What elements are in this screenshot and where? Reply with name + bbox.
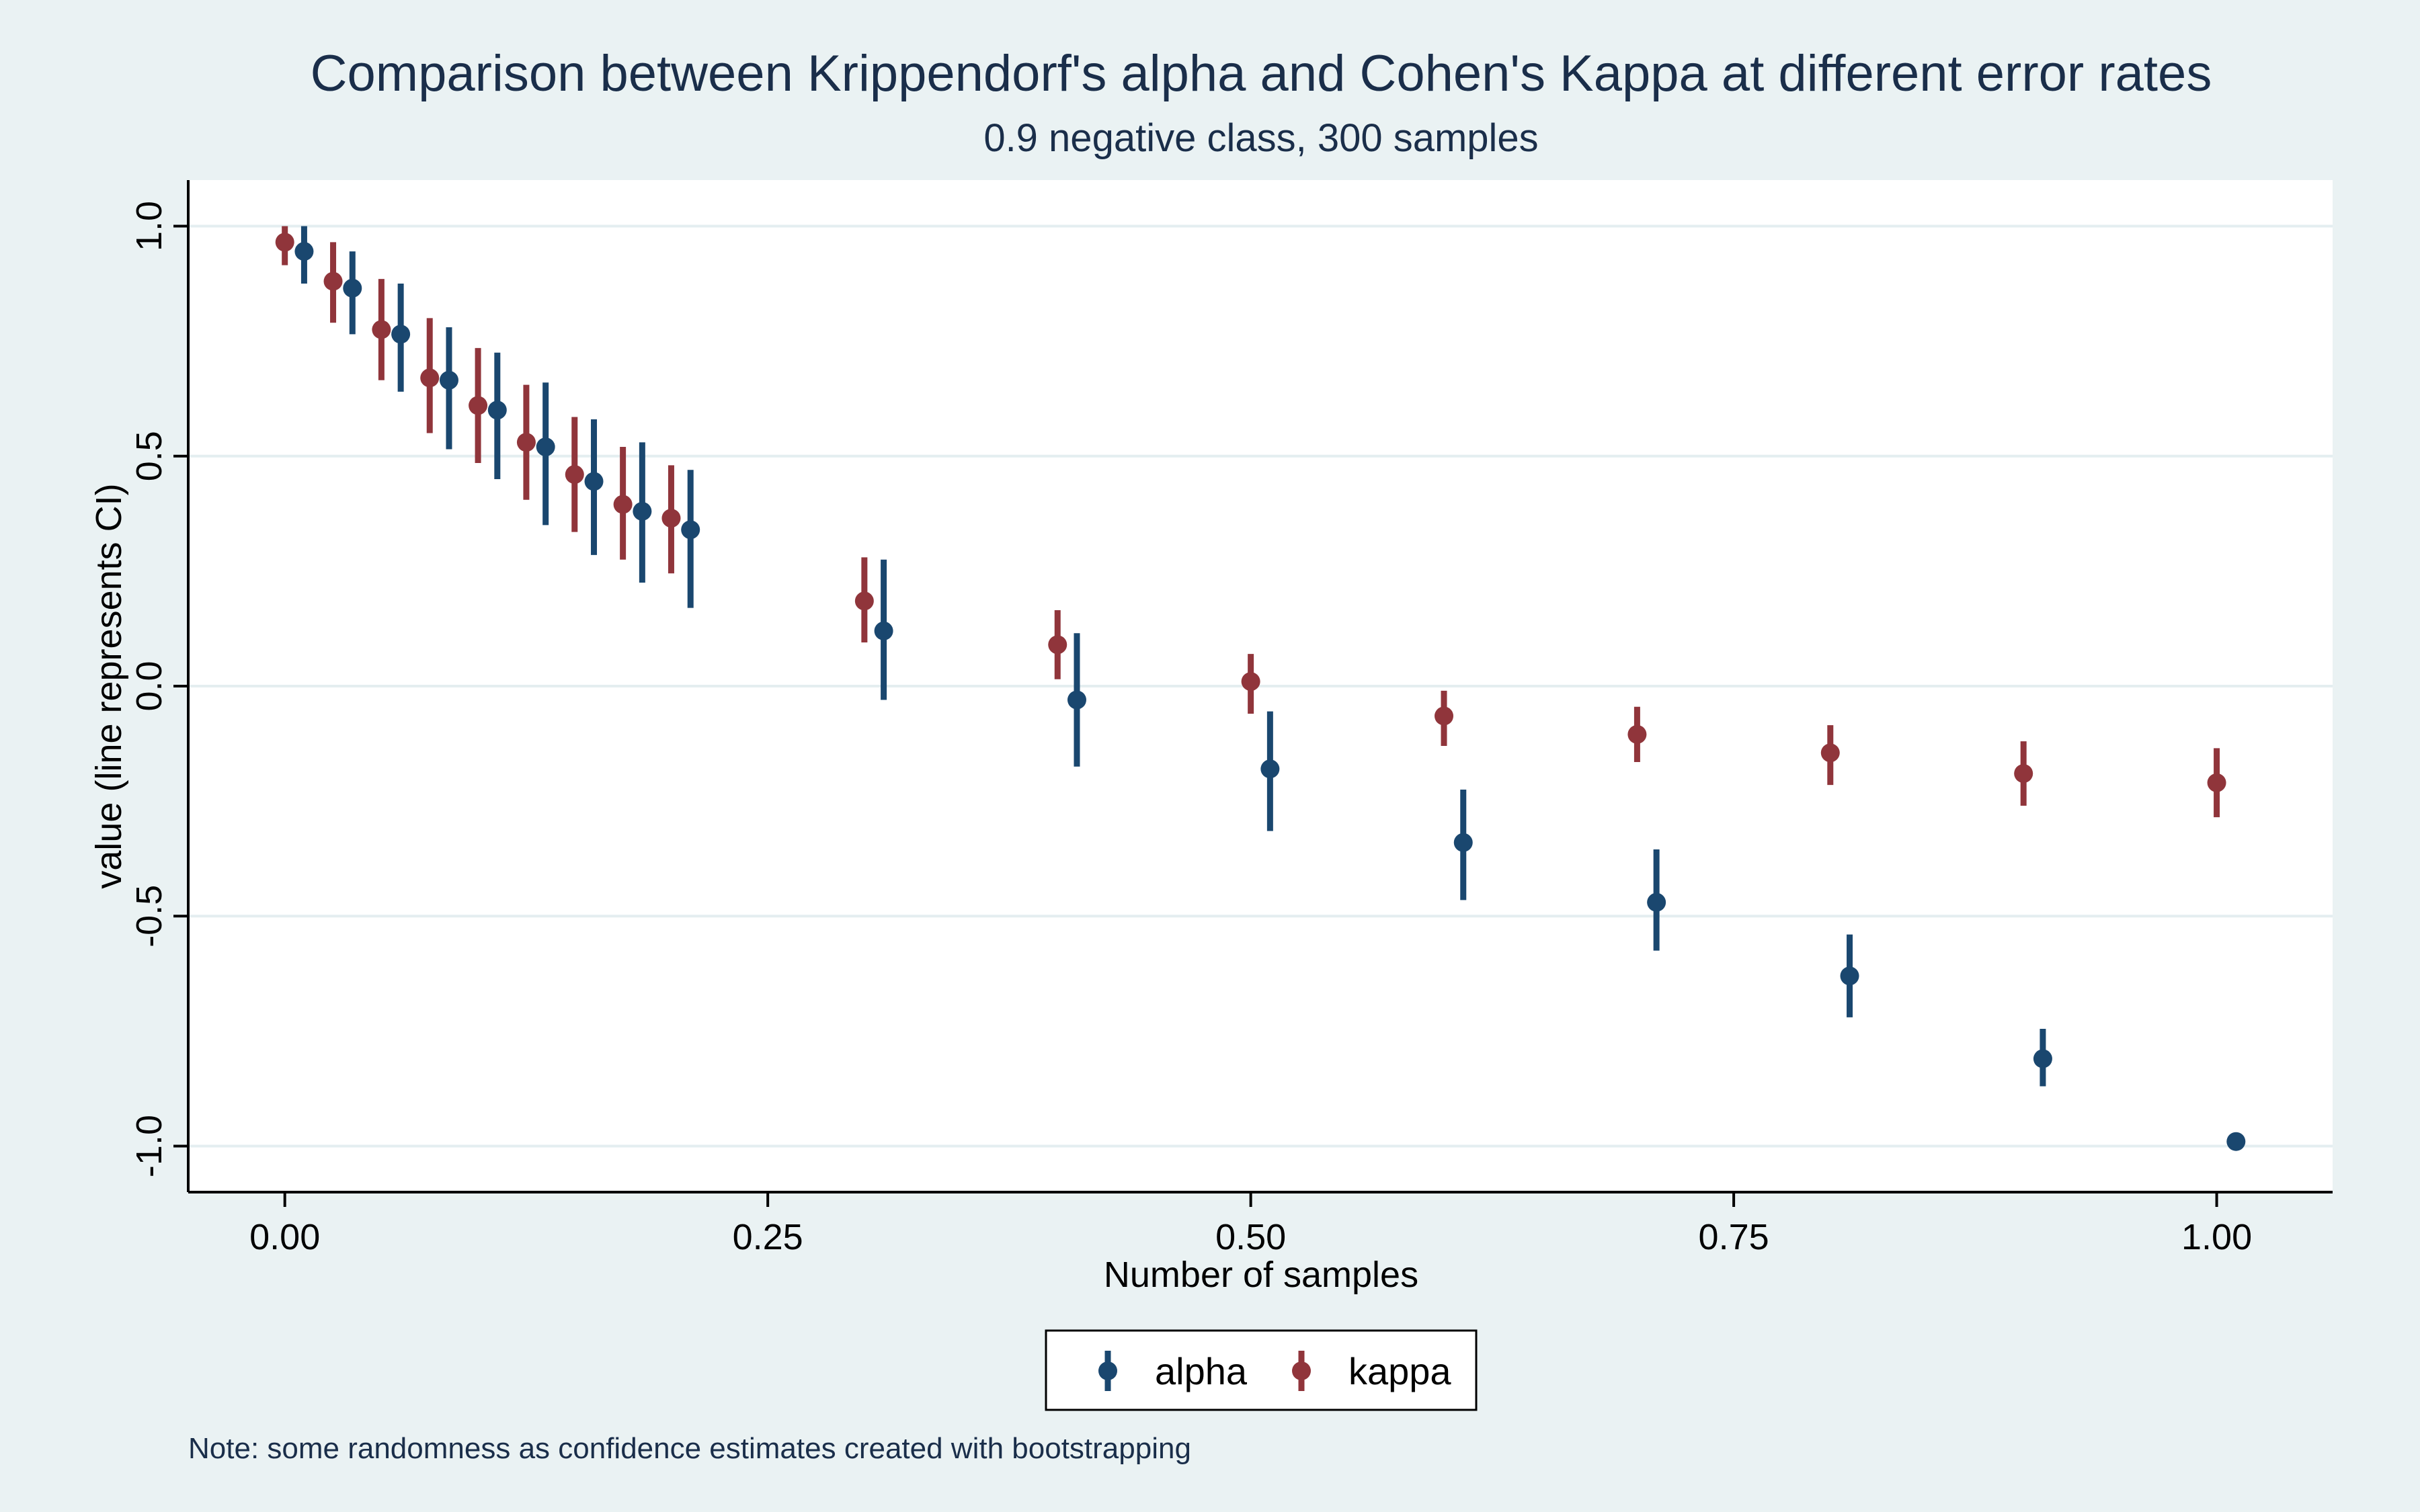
- kappa-point-14: [1820, 743, 1840, 763]
- y-tick-label: 0.5: [129, 431, 169, 481]
- legend-items: alpha kappa: [1098, 1350, 1451, 1392]
- marks-layer: [275, 226, 2246, 1151]
- x-axis-title: Number of samples: [1104, 1255, 1418, 1295]
- kappa-point-9: [854, 591, 874, 611]
- legend-kappa-label: kappa: [1348, 1350, 1451, 1392]
- legend: alpha kappa: [1045, 1329, 1478, 1411]
- legend-alpha-marker: [1098, 1361, 1117, 1380]
- legend-box: [1045, 1329, 1478, 1411]
- kappa-point-12: [1435, 706, 1454, 726]
- alpha-point-16: [2226, 1132, 2246, 1151]
- y-tick-label: -1.0: [129, 1115, 169, 1177]
- alpha-point-4: [487, 401, 507, 420]
- alpha-point-7: [633, 501, 652, 521]
- y-tick-label: 1.0: [129, 201, 169, 251]
- kappa-point-13: [1627, 724, 1647, 744]
- alpha-point-12: [1453, 833, 1473, 852]
- alpha-point-13: [1647, 892, 1666, 912]
- chart-subtitle: 0.9 negative class, 300 samples: [983, 116, 1538, 160]
- chart-title: Comparison between Krippendorf's alpha a…: [311, 45, 2212, 102]
- legend-alpha-label: alpha: [1155, 1350, 1248, 1392]
- x-tick-label: 0.00: [249, 1217, 320, 1257]
- alpha-point-2: [391, 325, 411, 344]
- y-tick-label: 0.0: [129, 661, 169, 711]
- alpha-point-6: [584, 472, 604, 491]
- series-alpha: [294, 226, 2246, 1151]
- alpha-point-15: [2033, 1049, 2052, 1068]
- alpha-point-10: [1067, 690, 1086, 710]
- y-tick-label: -0.5: [129, 885, 169, 948]
- alpha-point-14: [1840, 966, 1859, 986]
- kappa-point-16: [2207, 773, 2226, 792]
- x-tick-label: 0.75: [1699, 1217, 1769, 1257]
- alpha-point-8: [681, 520, 700, 540]
- kappa-point-1: [323, 271, 343, 291]
- kappa-point-3: [420, 368, 440, 388]
- kappa-point-7: [613, 495, 633, 514]
- kappa-point-11: [1241, 672, 1260, 691]
- kappa-point-10: [1048, 635, 1067, 655]
- alpha-point-9: [874, 621, 893, 640]
- alpha-point-5: [536, 437, 555, 457]
- legend-kappa-marker: [1292, 1361, 1311, 1380]
- y-axis-title: value (line represents CI): [89, 483, 129, 888]
- kappa-point-6: [565, 465, 584, 485]
- kappa-point-4: [469, 396, 488, 415]
- x-tick-label: 0.50: [1215, 1217, 1286, 1257]
- axes-layer: 1.0 0.5 0.0 -0.5 -1.0 0.00 0.25 0.50 0.75 1.00: [129, 180, 2333, 1257]
- chart-note: Note: some randomness as confidence esti…: [188, 1432, 1191, 1465]
- kappa-point-8: [661, 509, 681, 528]
- kappa-point-0: [275, 233, 294, 252]
- kappa-point-2: [372, 320, 391, 339]
- alpha-point-3: [439, 370, 458, 390]
- alpha-point-1: [343, 278, 362, 298]
- series-kappa: [275, 226, 2226, 818]
- x-tick-label: 1.00: [2181, 1217, 2252, 1257]
- alpha-point-11: [1260, 759, 1280, 779]
- x-tick-label: 0.25: [733, 1217, 803, 1257]
- kappa-point-5: [516, 433, 536, 452]
- kappa-point-15: [2014, 764, 2033, 784]
- alpha-point-0: [294, 242, 314, 261]
